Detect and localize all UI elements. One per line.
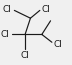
Text: Cl: Cl bbox=[1, 30, 10, 39]
Text: Cl: Cl bbox=[41, 5, 50, 14]
Text: Cl: Cl bbox=[54, 40, 63, 49]
Text: Cl: Cl bbox=[3, 5, 12, 14]
Text: Cl: Cl bbox=[21, 51, 30, 60]
